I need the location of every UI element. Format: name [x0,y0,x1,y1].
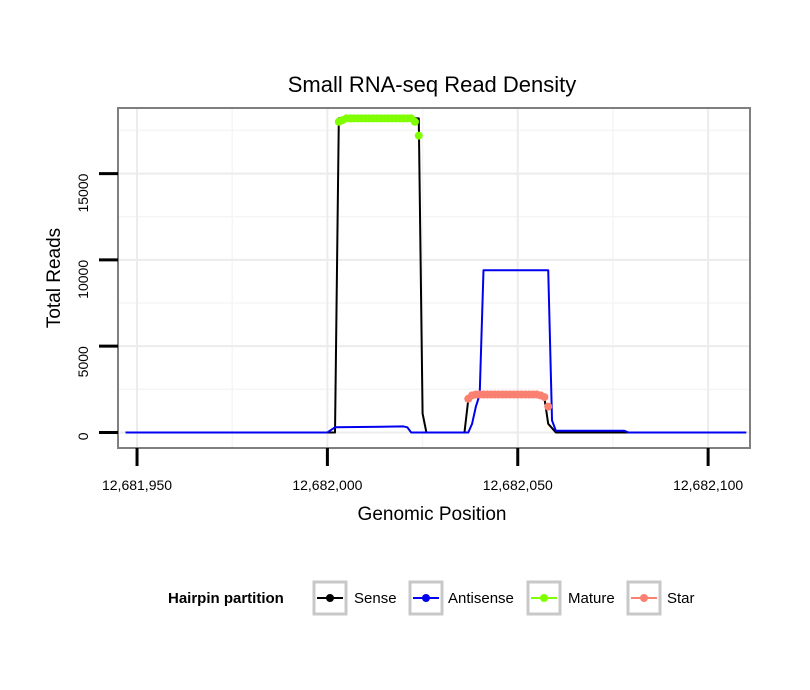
legend-label: Star [667,590,695,607]
y-tick-label: 0 [75,432,91,440]
legend: Hairpin partition Sense Antisense Mature St… [168,580,695,616]
data-point-star [544,402,553,411]
legend-title: Hairpin partition [168,590,284,607]
series-line-antisense [125,269,747,434]
x-tick-label: 12,682,000 [292,477,362,493]
x-tick-label: 12,681,950 [102,477,172,493]
plot-panel [118,108,750,448]
y-axis-title: Total Reads [44,228,65,328]
y-tick-label: 5000 [75,346,91,377]
legend-label: Sense [354,590,397,607]
series-layer [125,114,747,434]
x-tick-label: 12,682,100 [673,477,743,493]
legend-key-point [640,594,648,602]
data-point-mature [414,131,423,140]
legend-entry-sense: Sense [312,580,397,616]
y-tick-label: 10000 [75,260,91,299]
x-axis: 12,681,950 12,682,000 12,682,050 12,682,100 [102,448,743,493]
legend-key-point [540,594,548,602]
legend-key-point [326,594,334,602]
series-antisense [125,269,747,434]
x-axis-title: Genomic Position [358,504,507,525]
series-star [464,390,553,411]
legend-key-point [422,594,430,602]
y-axis: 0 5000 10000 15000 [75,172,118,440]
y-tick-label: 15000 [75,173,91,212]
legend-entry-mature: Mature [526,580,615,616]
series-mature [334,114,423,140]
chart-title: Small RNA-seq Read Density [288,72,577,97]
data-point-star [540,393,549,402]
legend-entry-star: Star [626,580,695,616]
legend-entry-antisense: Antisense [408,580,514,616]
legend-label: Antisense [448,590,514,607]
data-point-mature [410,117,419,126]
plot-border [117,107,751,449]
legend-label: Mature [568,590,615,607]
x-tick-label: 12,682,050 [483,477,553,493]
